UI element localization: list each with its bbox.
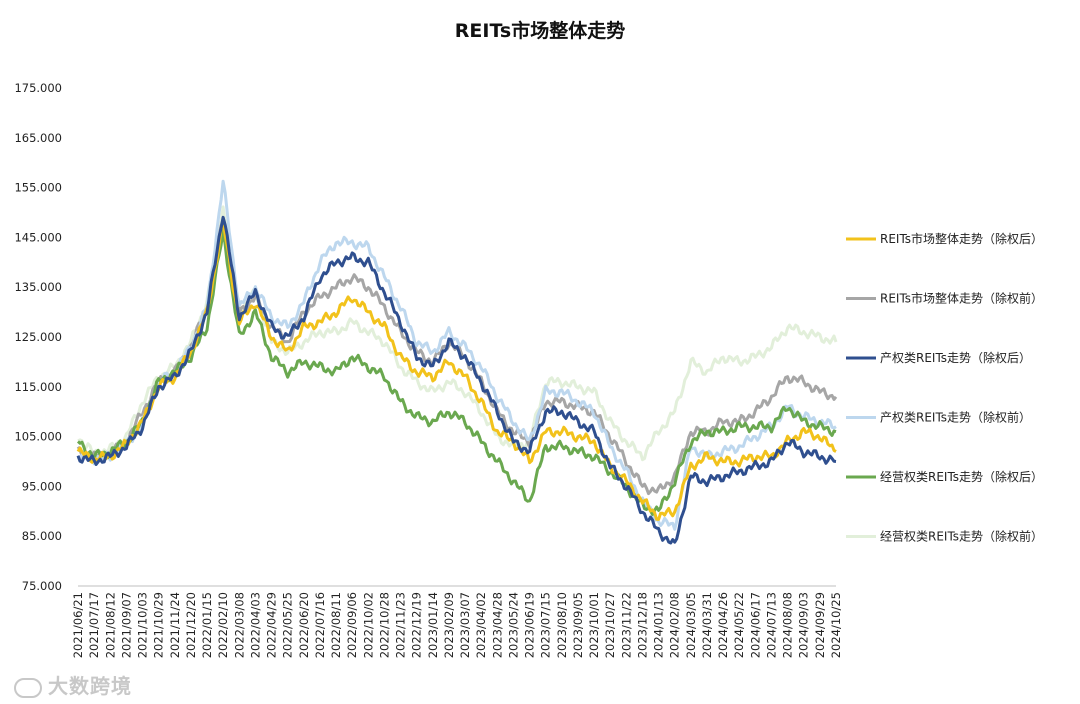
y-tick-label: 135.000 [14, 280, 62, 294]
x-tick-label: 2024/06/17 [748, 592, 762, 658]
x-tick-label: 2023/10/01 [587, 592, 601, 658]
x-tick-label: 2024/01/13 [652, 592, 666, 658]
legend-label: REITs市场整体走势（除权前） [880, 291, 1043, 306]
series-line [76, 215, 837, 545]
x-tick-label: 2024/03/05 [684, 592, 698, 658]
chart-title: REITs市场整体走势 [455, 19, 625, 42]
series-line [76, 228, 837, 516]
x-tick-label: 2021/09/07 [119, 592, 133, 658]
x-tick-label: 2024/10/25 [829, 592, 843, 658]
x-tick-label: 2021/10/03 [136, 592, 150, 658]
x-axis: 2021/06/21 2021/07/17 2021/08/12 2021/09/07… [71, 585, 843, 658]
x-tick-label: 2024/04/26 [716, 592, 730, 658]
x-tick-label: 2023/06/19 [523, 592, 537, 658]
x-tick-label: 2022/02/10 [216, 592, 230, 658]
legend: REITs市场整体走势（除权后） REITs市场整体走势（除权前） 产权类REITs… [846, 231, 1043, 544]
logo-icon [14, 677, 42, 698]
x-tick-label: 2023/12/18 [635, 592, 649, 658]
x-tick-label: 2022/04/03 [248, 592, 262, 658]
series-line [76, 218, 837, 521]
x-tick-label: 2023/04/02 [474, 592, 488, 658]
series-line [76, 179, 837, 531]
y-tick-label: 95.000 [22, 479, 62, 493]
x-tick-label: 2022/08/11 [329, 592, 343, 658]
x-tick-label: 2023/07/15 [539, 592, 553, 658]
x-tick-label: 2021/07/17 [87, 592, 101, 658]
legend-label: 经营权类REITs走势（除权后） [880, 469, 1043, 484]
legend-label: 产权类REITs走势（除权前） [880, 410, 1031, 425]
x-tick-label: 2022/10/28 [377, 592, 391, 658]
x-tick-label: 2024/02/08 [668, 592, 682, 658]
x-tick-label: 2022/12/19 [410, 592, 424, 658]
y-tick-label: 125.000 [14, 330, 62, 344]
x-tick-label: 2023/08/10 [555, 592, 569, 658]
legend-label: 经营权类REITs走势（除权前） [880, 529, 1043, 544]
x-tick-label: 2021/12/20 [184, 592, 198, 658]
x-tick-label: 2023/11/22 [619, 592, 633, 658]
x-tick-label: 2024/09/29 [813, 592, 827, 658]
y-axis: 75.000 85.000 95.000 105.000 115.000 125.000 1… [14, 81, 62, 593]
x-tick-label: 2022/09/06 [345, 592, 359, 658]
x-tick-label: 2021/11/24 [168, 592, 182, 658]
x-tick-label: 2023/02/09 [442, 592, 456, 658]
x-tick-label: 2021/10/29 [152, 592, 166, 658]
legend-label: REITs市场整体走势（除权后） [880, 231, 1043, 246]
x-tick-label: 2022/05/25 [281, 592, 295, 658]
y-tick-label: 155.000 [14, 181, 62, 195]
x-tick-label: 2023/10/27 [603, 592, 617, 658]
x-tick-label: 2024/05/22 [732, 592, 746, 658]
x-tick-label: 2024/08/08 [781, 592, 795, 658]
x-tick-label: 2022/03/08 [232, 592, 246, 658]
x-tick-label: 2023/04/28 [490, 592, 504, 658]
x-tick-label: 2021/06/21 [71, 592, 85, 658]
y-tick-label: 145.000 [14, 230, 62, 244]
x-tick-label: 2022/06/20 [297, 592, 311, 658]
x-tick-label: 2023/01/14 [426, 592, 440, 658]
y-tick-label: 75.000 [22, 579, 62, 593]
series-layer [76, 179, 838, 545]
x-tick-label: 2021/08/12 [103, 592, 117, 658]
x-tick-label: 2022/07/16 [313, 592, 327, 658]
x-tick-label: 2023/09/05 [571, 592, 585, 658]
watermark-text: 大数跨境 [48, 674, 132, 698]
y-tick-label: 105.000 [14, 430, 62, 444]
x-tick-label: 2024/09/03 [797, 592, 811, 658]
watermark: 大数跨境 [14, 670, 132, 699]
legend-label: 产权类REITs走势（除权后） [880, 350, 1031, 365]
x-tick-label: 2023/03/07 [458, 592, 472, 658]
x-tick-label: 2022/11/23 [394, 592, 408, 658]
x-tick-label: 2023/05/24 [506, 592, 520, 658]
x-tick-label: 2022/04/29 [265, 592, 279, 658]
x-tick-label: 2024/03/31 [700, 592, 714, 658]
x-tick-label: 2024/07/13 [764, 592, 778, 658]
y-tick-label: 165.000 [14, 131, 62, 145]
y-tick-label: 175.000 [14, 81, 62, 95]
x-tick-label: 2022/10/02 [361, 592, 375, 658]
x-tick-label: 2022/01/15 [200, 592, 214, 658]
y-tick-label: 85.000 [22, 529, 62, 543]
y-tick-label: 115.000 [14, 380, 62, 394]
